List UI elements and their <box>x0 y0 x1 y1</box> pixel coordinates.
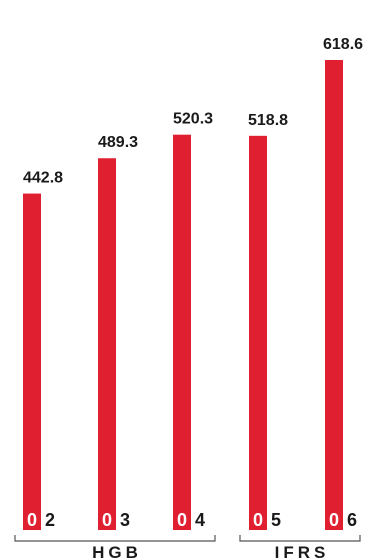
value-labels-layer: 442.8 489.3 520.3 518.8 618.6 <box>23 36 363 187</box>
bar-04 <box>173 134 191 530</box>
group-label-ifrs: IFRS <box>275 543 330 560</box>
value-label-02: 442.8 <box>23 170 63 187</box>
year-zero-box-06 <box>325 508 343 530</box>
year-label-digit-06: 6 <box>347 510 357 530</box>
bar-02 <box>23 193 41 531</box>
year-label-zero-03: 0 <box>102 510 112 530</box>
bar-03 <box>98 158 116 531</box>
group-brackets-layer: HGB IFRS <box>14 535 361 560</box>
group-bracket-hgb <box>14 535 216 542</box>
year-label-digit-02: 2 <box>45 510 55 530</box>
year-label-digit-03: 3 <box>120 510 130 530</box>
year-label-digit-04: 4 <box>195 510 205 530</box>
year-label-zero-04: 0 <box>177 510 187 530</box>
bar-05 <box>249 135 267 531</box>
group-label-hgb: HGB <box>92 543 142 560</box>
value-label-04: 520.3 <box>173 111 213 128</box>
year-label-zero-05: 0 <box>253 510 263 530</box>
year-zero-box-04 <box>173 508 191 530</box>
year-zero-box-02 <box>23 508 41 530</box>
year-zero-box-03 <box>98 508 116 530</box>
year-label-zero-06: 0 <box>329 510 339 530</box>
bar-06 <box>325 60 343 530</box>
value-label-06: 618.6 <box>323 36 363 53</box>
value-label-05: 518.8 <box>248 112 288 129</box>
value-label-03: 489.3 <box>98 134 138 151</box>
year-zero-box-05 <box>249 508 267 530</box>
year-label-zero-02: 0 <box>27 510 37 530</box>
year-label-digit-05: 5 <box>271 510 281 530</box>
group-bracket-ifrs <box>239 535 361 542</box>
bars-layer <box>23 60 343 531</box>
